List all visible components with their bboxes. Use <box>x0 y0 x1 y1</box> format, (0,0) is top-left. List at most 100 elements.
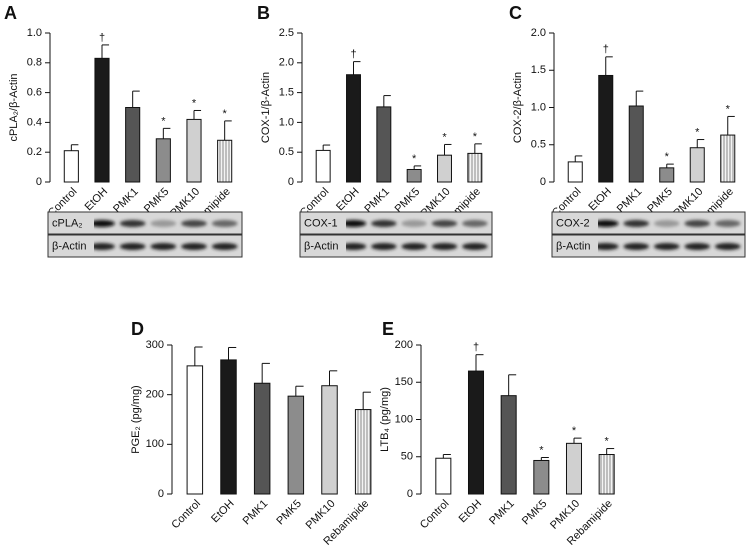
significance-marker: † <box>99 32 105 44</box>
blot-band <box>181 243 207 250</box>
bar <box>406 168 422 183</box>
significance-marker: * <box>572 425 577 437</box>
y-tick-label: 2.5 <box>279 27 294 39</box>
bar <box>467 152 483 183</box>
blot-band <box>684 243 711 250</box>
panel-letter: C <box>509 3 522 23</box>
y-tick-label: 300 <box>146 339 164 351</box>
blot-band <box>714 243 741 250</box>
significance-marker: * <box>161 115 166 127</box>
x-tick-label: EtOH <box>586 186 614 214</box>
y-tick-label: 0.4 <box>27 116 42 128</box>
x-tick-label: EtOH <box>334 186 362 214</box>
bar <box>354 409 372 495</box>
bar <box>567 161 583 183</box>
y-tick-label: 200 <box>146 389 164 401</box>
y-tick-label: 0 <box>36 176 42 188</box>
y-tick-label: 200 <box>395 339 413 351</box>
significance-marker: * <box>695 126 700 138</box>
significance-marker: † <box>350 49 356 61</box>
blot-band <box>181 220 207 227</box>
panel-letter: E <box>382 319 394 339</box>
panel-letter: A <box>4 3 17 23</box>
bar <box>437 154 452 183</box>
significance-marker: * <box>539 444 544 456</box>
blot-label-bg <box>554 238 598 254</box>
y-tick-label: 0.8 <box>27 57 42 69</box>
blot-label: β-Actin <box>304 240 338 252</box>
blot-band <box>623 220 650 227</box>
bar <box>659 167 675 183</box>
bar <box>220 359 237 495</box>
bar <box>467 370 485 495</box>
y-axis-label: LTB₄ (pg/mg) <box>379 387 391 452</box>
bar <box>533 459 550 495</box>
bar <box>63 150 79 183</box>
panel-letter: D <box>131 319 144 339</box>
bar <box>598 74 614 183</box>
blot-band <box>211 220 238 227</box>
y-tick-label: 1.5 <box>531 64 546 76</box>
y-axis-label: COX-2/β-Actin <box>512 72 524 143</box>
bar <box>94 57 110 183</box>
y-axis-label: cPLA₂/β-Actin <box>8 73 20 141</box>
blot-band <box>653 243 680 250</box>
blot-band <box>653 220 680 227</box>
blot-band <box>431 243 458 250</box>
blot-band <box>119 243 146 250</box>
x-tick-label: PMK5 <box>274 498 304 528</box>
bar <box>500 395 517 495</box>
bar <box>315 149 331 183</box>
y-tick-label: 0.5 <box>531 139 546 151</box>
blot-label-bg <box>50 215 94 231</box>
x-tick-label: PMK5 <box>520 498 550 528</box>
blot-label-bg <box>50 238 94 254</box>
significance-marker: * <box>605 435 610 447</box>
x-tick-label: Control <box>418 498 452 532</box>
blot-band <box>211 243 238 250</box>
blot-band <box>462 220 488 227</box>
bar <box>689 147 705 183</box>
bar <box>565 442 583 495</box>
bar <box>346 74 361 183</box>
y-tick-label: 1.0 <box>279 116 294 128</box>
panel-letter: B <box>257 3 270 23</box>
bar <box>628 105 644 183</box>
y-tick-label: 1.0 <box>531 101 546 113</box>
bar <box>720 134 736 183</box>
blot-label-bg <box>302 238 346 254</box>
x-tick-label: PMK1 <box>362 186 392 216</box>
blot-label: β-Actin <box>556 240 590 252</box>
y-tick-label: 150 <box>395 376 413 388</box>
bar <box>155 138 171 183</box>
x-tick-label: EtOH <box>83 186 111 214</box>
significance-marker: † <box>603 44 609 56</box>
x-tick-label: Control <box>169 498 203 532</box>
significance-marker: * <box>442 131 447 143</box>
y-tick-label: 100 <box>146 438 164 450</box>
y-tick-label: 1.0 <box>27 27 42 39</box>
blot-label: cPLA₂ <box>52 217 83 229</box>
y-axis-label: PGE₂ (pg/mg) <box>130 385 142 453</box>
blot-band <box>371 220 397 227</box>
significance-marker: * <box>223 108 228 120</box>
significance-marker: † <box>473 342 479 354</box>
blot-band <box>431 220 458 227</box>
blot-band <box>592 243 619 250</box>
y-tick-label: 50 <box>401 451 413 463</box>
bar <box>435 457 452 495</box>
bar <box>376 106 392 183</box>
bar <box>186 118 202 183</box>
blot-band <box>623 243 650 250</box>
y-tick-label: 2.0 <box>531 27 546 39</box>
y-tick-label: 0.5 <box>279 146 294 158</box>
blot-band <box>401 220 427 227</box>
y-tick-label: 0.2 <box>27 146 42 158</box>
blot-band <box>340 243 367 250</box>
y-tick-label: 0.6 <box>27 87 42 99</box>
blot-band <box>684 220 711 227</box>
bar <box>321 385 338 495</box>
bar <box>125 107 141 183</box>
significance-marker: * <box>726 103 731 115</box>
y-tick-label: 2.0 <box>279 57 294 69</box>
